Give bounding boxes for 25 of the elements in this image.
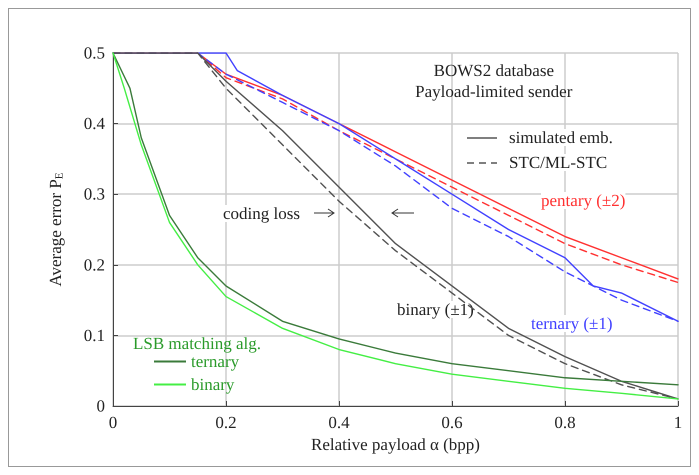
legend-label: ternary <box>191 352 240 371</box>
x-tick-label: 1 <box>674 413 682 432</box>
y-axis-title: Average error PE <box>46 172 66 287</box>
annotation: coding loss <box>223 204 300 223</box>
legend-label: binary <box>191 375 235 394</box>
y-tick-label: 0 <box>96 396 105 416</box>
annotation: ternary (±1) <box>531 314 613 333</box>
y-tick-label: 0.2 <box>84 255 105 274</box>
annotation: pentary (±2) <box>541 191 626 210</box>
x-axis-title: Relative payload α (bpp) <box>311 434 480 454</box>
x-tick-label: 0.8 <box>554 413 576 432</box>
y-tick-label: 0.3 <box>84 184 105 204</box>
x-tick-label: 0.4 <box>328 413 350 432</box>
annotation: simulated emb. <box>509 128 613 147</box>
text: BOWS2 database <box>434 61 554 80</box>
x-tick-label: 0.6 <box>441 413 463 432</box>
legend-title: LSB matching alg. <box>133 334 261 353</box>
text: Payload-limited sender <box>415 82 573 101</box>
x-tick-label: 0 <box>108 413 118 432</box>
annotation: STC/ML-STC <box>509 153 608 172</box>
y-tick-label: 0.4 <box>84 114 106 134</box>
annotation: binary (±1) <box>397 300 474 319</box>
y-tick-label: 0.1 <box>84 326 105 345</box>
y-tick-label: 0.5 <box>84 44 105 62</box>
x-tick-label: 0.2 <box>215 413 237 432</box>
